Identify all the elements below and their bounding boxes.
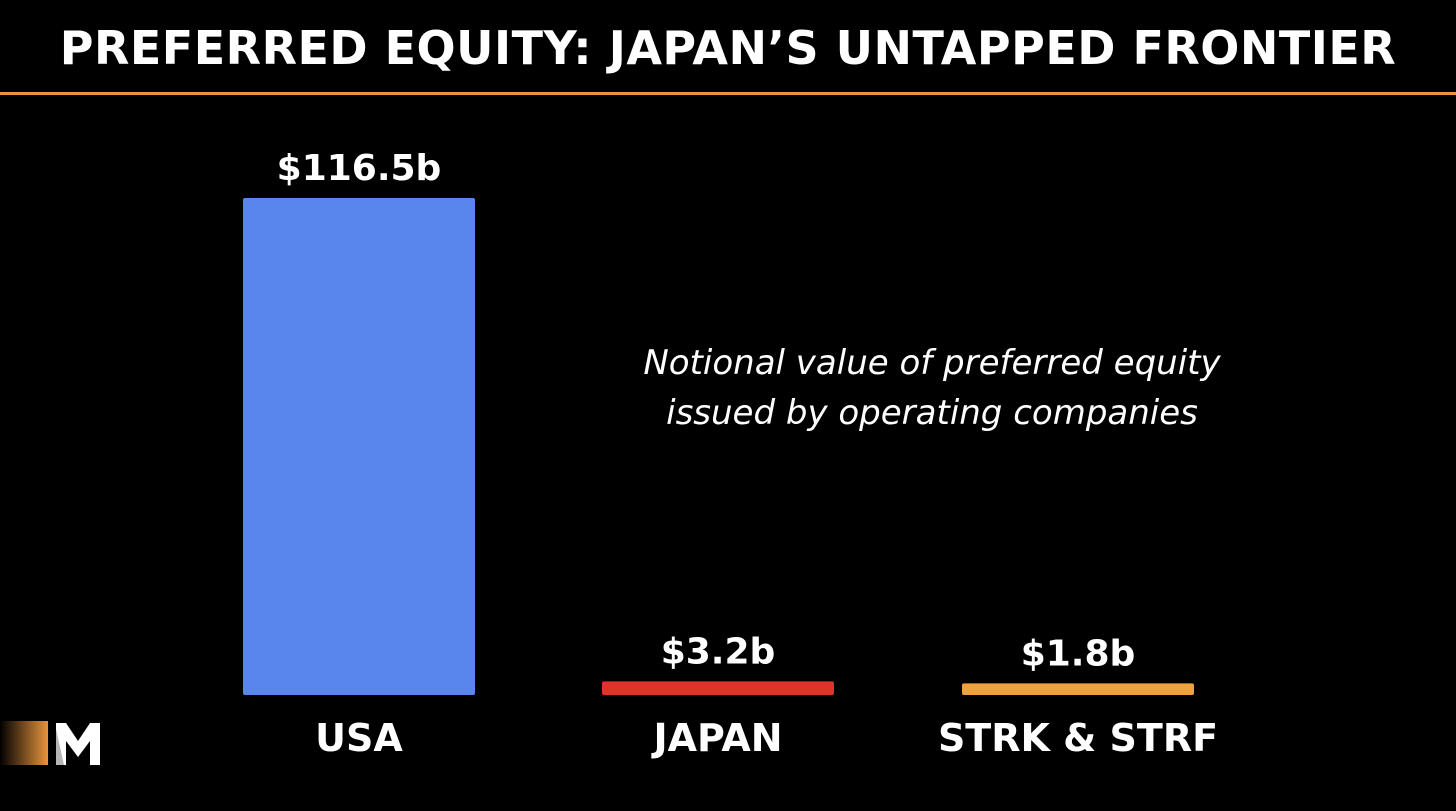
chart-title: PREFERRED EQUITY: JAPAN’S UNTAPPED FRONT… xyxy=(59,21,1397,75)
bar-strk-strf xyxy=(962,683,1194,695)
header-divider xyxy=(0,92,1456,95)
annotation-line-1: Notional value of preferred equity xyxy=(643,343,1221,383)
annotation-line-2: issued by operating companies xyxy=(666,393,1198,433)
bar-japan xyxy=(602,681,834,695)
chart-annotation: Notional value of preferred equity issue… xyxy=(560,338,1304,438)
header: PREFERRED EQUITY: JAPAN’S UNTAPPED FRONT… xyxy=(0,0,1456,95)
value-label-1: $116.5b xyxy=(277,148,442,189)
bars-group xyxy=(243,198,1194,695)
value-label-3: $1.8b xyxy=(1021,633,1136,674)
value-label-2: $3.2b xyxy=(661,631,776,672)
value-labels-group: $116.5b $3.2b $1.8b xyxy=(277,148,1136,674)
category-label-1: USA xyxy=(315,716,403,760)
logo-m-glyph xyxy=(56,723,100,765)
bar-usa xyxy=(243,198,475,695)
m-logo-icon xyxy=(0,719,104,767)
category-label-2: JAPAN xyxy=(650,716,782,760)
category-label-3: STRK & STRF xyxy=(938,716,1218,760)
category-labels-group: USA JAPAN STRK & STRF xyxy=(315,716,1218,760)
logo-gradient-bar xyxy=(0,721,48,765)
